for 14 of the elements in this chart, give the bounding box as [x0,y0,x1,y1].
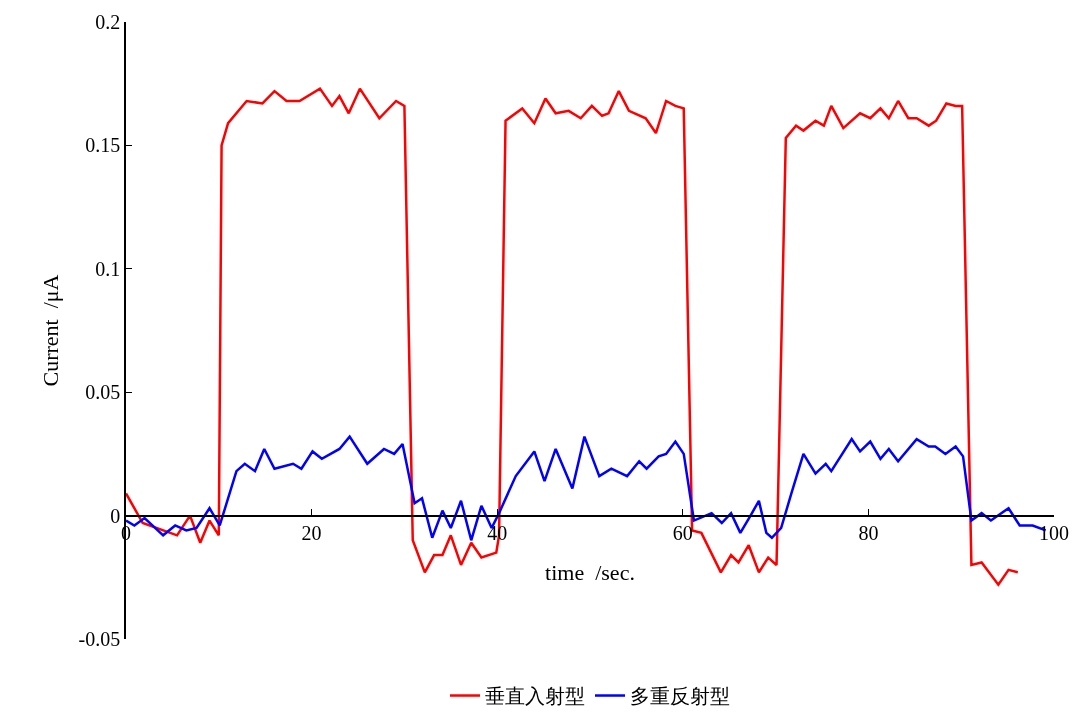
x-tick-label: 80 [858,522,879,545]
x-tick-label: 60 [672,522,693,545]
legend-label: 垂直入射型 [485,685,585,708]
y-tick-label: -0.05 [78,628,121,650]
y-tick-label: 0.1 [95,257,121,280]
x-tick-label: 20 [301,522,322,545]
x-tick-label: 100 [1039,522,1069,545]
y-tick-label: 0.05 [85,381,121,404]
y-tick-label: 0.15 [85,134,121,157]
x-axis-title: time /sec. [545,559,635,585]
y-tick-label: 0 [110,504,121,527]
y-tick-label: 0.2 [95,11,121,33]
y-axis-title: Current /μA [37,274,63,387]
legend-label: 多重反射型 [630,685,730,708]
